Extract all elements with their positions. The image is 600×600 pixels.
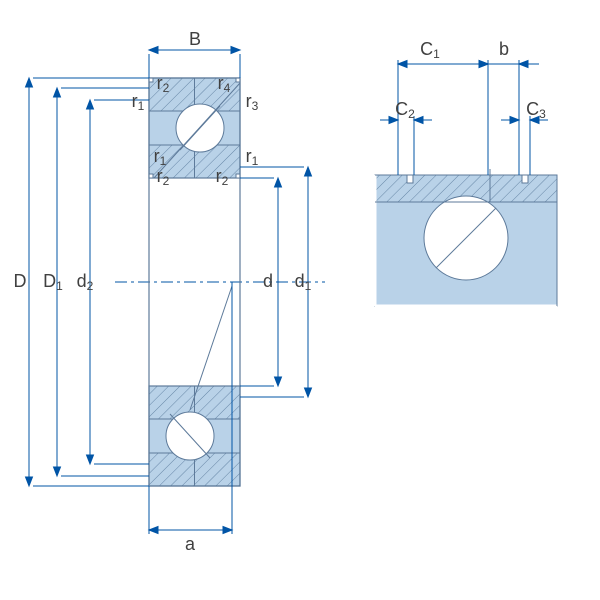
label-r3: r3 [246, 91, 259, 113]
label-b: b [499, 39, 509, 59]
bearing-diagram: r1r2r4r3r1r2r1r2DD1d2dd1BaC1bC2C3 [0, 0, 600, 600]
label-B: B [189, 29, 201, 49]
label-D1: D1 [43, 271, 63, 293]
label-d2: d2 [77, 271, 94, 293]
shape-layer [115, 78, 557, 486]
label-r1_top: r1 [132, 91, 145, 113]
label-r4: r4 [218, 73, 231, 95]
label-r1_r: r1 [246, 146, 259, 168]
label-r2_top: r2 [157, 73, 170, 95]
label-D: D [14, 271, 27, 291]
label-d: d [263, 271, 273, 291]
label-C2: C2 [395, 99, 415, 121]
label-C1: C1 [420, 39, 440, 61]
label-a: a [185, 534, 196, 554]
label-C3: C3 [526, 99, 546, 121]
label-d1: d1 [295, 271, 312, 293]
